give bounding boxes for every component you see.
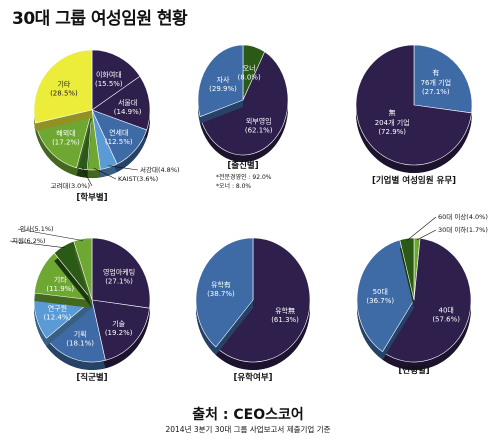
slice-label: 76개 기업 bbox=[421, 78, 451, 87]
slice-label: KAIST(3.6%) bbox=[118, 175, 158, 183]
slice-value: (12.4%) bbox=[44, 313, 72, 321]
slice-value: (12.5%) bbox=[105, 138, 133, 146]
leader-line bbox=[416, 229, 437, 241]
note-professional: *전문경영인 : 92.0% bbox=[216, 173, 272, 181]
pie-slice bbox=[33, 49, 93, 124]
slice-value: (27.1%) bbox=[422, 88, 450, 96]
caption-origin: [출신별] bbox=[227, 160, 258, 171]
slice-label: 영업마케팅 bbox=[103, 268, 135, 277]
leader-line bbox=[81, 167, 93, 187]
slice-label: 오너 bbox=[243, 64, 256, 73]
slice-label: 인사(5.1%) bbox=[20, 224, 54, 233]
slice-label: 기타 bbox=[54, 275, 67, 284]
slice-value: (62.1%) bbox=[245, 126, 273, 134]
caption-age: [연령별] bbox=[398, 365, 429, 376]
slice-label: 지원(6.2%) bbox=[12, 236, 46, 245]
source-title: 출처 : CEO스코어 bbox=[192, 407, 304, 423]
slice-label: 서울대 bbox=[118, 98, 137, 107]
pie-slice bbox=[356, 239, 415, 353]
slice-value: (27.1%) bbox=[105, 278, 133, 286]
pie-chart-major: 이화여대(15.5%) 서울대(14.9%) 연세대(12.5%) 서강대(4.8%)… bbox=[33, 49, 180, 190]
slice-label: 서강대(4.8%) bbox=[140, 165, 180, 174]
pie-slice bbox=[73, 237, 93, 301]
pie-slice bbox=[382, 238, 472, 363]
slice-tag: 有 bbox=[432, 68, 439, 77]
slice-value: (18.1%) bbox=[66, 339, 94, 347]
leader-line bbox=[9, 240, 65, 248]
pie-slice bbox=[91, 75, 151, 131]
pie-slice bbox=[399, 237, 415, 301]
slice-label: 유학無 bbox=[275, 306, 295, 315]
slice-label: 유학有 bbox=[211, 280, 231, 289]
slice-label: 해외대 bbox=[56, 129, 75, 138]
pie-chart-age: 30대 이하(1.7%) 40대(57.6%) 50대(36.7%) 60대 이상(4… bbox=[356, 212, 488, 370]
pie-chart-origin: 오너(8.0%) 외부영입(62.1%) 자사(29.9%) bbox=[197, 44, 289, 163]
slice-value: (15.5%) bbox=[95, 80, 123, 88]
slice-label: 고려대(3.0%) bbox=[50, 181, 90, 190]
slice-value: (29.9%) bbox=[209, 85, 237, 93]
leader-line bbox=[93, 167, 117, 180]
slice-value: (17.2%) bbox=[52, 139, 80, 147]
leader-line bbox=[17, 228, 84, 241]
pie-slice bbox=[91, 49, 141, 111]
slice-value: (19.2%) bbox=[105, 329, 133, 337]
note-owner: *오너 : 8.0% bbox=[216, 182, 251, 190]
pie-slice bbox=[215, 237, 311, 363]
slice-label: 30대 이하(1.7%) bbox=[438, 225, 488, 234]
leader-line bbox=[406, 216, 437, 241]
page-title: 30대 그룹 여성임원 현황 bbox=[12, 9, 188, 29]
slice-label: 기획 bbox=[74, 329, 87, 338]
slice-value: (61.3%) bbox=[271, 316, 299, 324]
pie-chart-study-abroad: 유학無(61.3%) 유학有(38.7%) bbox=[195, 237, 311, 370]
slice-value: (14.9%) bbox=[114, 108, 142, 116]
slice-label: 연구원 bbox=[48, 303, 67, 312]
slice-label: 기술 bbox=[112, 319, 125, 328]
pie-slice bbox=[195, 237, 254, 348]
caption-job: [직군별] bbox=[76, 372, 107, 383]
slice-label: 204개 기업 bbox=[375, 118, 410, 127]
slice-value: (72.9%) bbox=[378, 128, 406, 136]
leader-line bbox=[108, 165, 139, 171]
slice-value: (57.6%) bbox=[432, 316, 460, 324]
slice-value: (8.0%) bbox=[238, 74, 262, 82]
slice-label: 기타 bbox=[57, 80, 70, 89]
slice-value: (38.7%) bbox=[207, 290, 235, 298]
slice-label: 자사 bbox=[217, 75, 230, 84]
pie-slice bbox=[413, 44, 473, 114]
slice-label: 연세대 bbox=[109, 128, 128, 137]
slice-value: (11.9%) bbox=[46, 285, 74, 293]
caption-major: [학부별] bbox=[76, 192, 107, 203]
source-note: 2014년 3분기 30대 그룹 사업보고서 제출기업 기준 bbox=[165, 425, 331, 434]
caption-study-abroad: [유학여부] bbox=[233, 372, 272, 383]
slice-label: 이화여대 bbox=[96, 70, 122, 79]
pie-slice bbox=[355, 44, 472, 166]
slice-label: 외부영입 bbox=[246, 116, 272, 125]
slice-label: 40대 bbox=[438, 307, 453, 315]
pie-slice bbox=[91, 237, 151, 309]
slice-value: (28.5%) bbox=[50, 90, 78, 98]
slice-value: (36.7%) bbox=[366, 297, 394, 305]
slice-tag: 無 bbox=[389, 108, 396, 117]
pie-chart-job: 영업마케팅(27.1%) 기술(19.2%) 기획(18.1%) 연구원(12.4%)… bbox=[9, 224, 151, 370]
pie-slice bbox=[197, 44, 244, 118]
slice-label: 50대 bbox=[373, 288, 388, 296]
pie-slice bbox=[91, 299, 150, 361]
pie-slice bbox=[199, 51, 289, 156]
caption-company: [기업별 여성임원 유무] bbox=[372, 175, 456, 186]
slice-label: 60대 이상(4.0%) bbox=[438, 212, 488, 221]
